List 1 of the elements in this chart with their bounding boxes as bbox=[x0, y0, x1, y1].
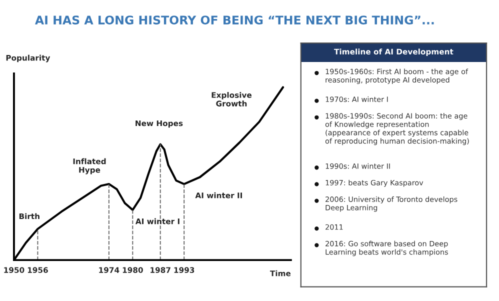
chart-title: AI HAS A LONG HISTORY OF BEING “THE NEXT BIG THING”... bbox=[34, 16, 434, 24]
